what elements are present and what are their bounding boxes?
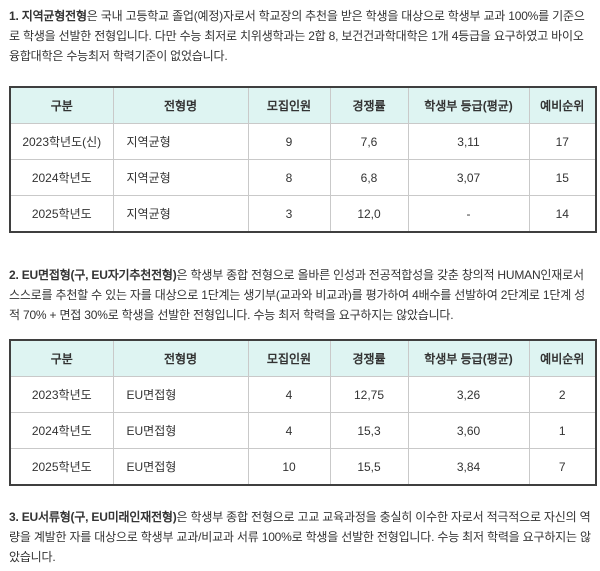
table-cell-waitlist-rank: 17	[528, 123, 597, 160]
column-header-waitlist-rank: 예비순위	[528, 339, 597, 377]
table-cell-gpa: 3,60	[407, 412, 530, 449]
table-cell-waitlist-rank: 7	[528, 448, 597, 486]
table-cell-admission-name: 지역균형	[112, 123, 249, 160]
table-cell-gpa: -	[407, 195, 530, 233]
column-header-admission-name: 전형명	[112, 339, 249, 377]
table-cell-waitlist-rank: 14	[528, 195, 597, 233]
column-header-competition-rate: 경쟁률	[329, 339, 409, 377]
table-cell-competition-rate: 7,6	[329, 123, 409, 160]
table-row: 2025학년도 지역균형 3 12,0 - 14	[9, 195, 597, 233]
table-row: 2024학년도 지역균형 8 6,8 3,07 15	[9, 159, 597, 196]
paragraph-admission-1: 1. 지역균형전형은 국내 고등학교 졸업(예정)자로서 학교장의 추천을 받은…	[9, 6, 591, 66]
table-cell-year: 2025학년도	[9, 448, 114, 486]
paragraph-admission-3: 3. EU서류형(구, EU미래인재전형)은 학생부 종합 전형으로 고교 교육…	[9, 507, 591, 567]
table-cell-admission-name: 지역균형	[112, 195, 249, 233]
table-cell-quota: 4	[247, 376, 331, 413]
table-header-row: 구분 전형명 모집인원 경쟁률 학생부 등급(평균) 예비순위	[9, 86, 597, 124]
paragraph-admission-2: 2. EU면접형(구, EU자기추천전형)은 학생부 종합 전형으로 올바른 인…	[9, 265, 591, 325]
table-row: 2024학년도 EU면접형 4 15,3 3,60 1	[9, 412, 597, 449]
column-header-admission-name: 전형명	[112, 86, 249, 124]
column-header-competition-rate: 경쟁률	[329, 86, 409, 124]
table-cell-competition-rate: 15,3	[329, 412, 409, 449]
table-cell-waitlist-rank: 15	[528, 159, 597, 196]
table-cell-waitlist-rank: 2	[528, 376, 597, 413]
table-row: 2023학년도 EU면접형 4 12,75 3,26 2	[9, 376, 597, 413]
column-header-category: 구분	[9, 339, 114, 377]
table-cell-year: 2023학년도	[9, 376, 114, 413]
paragraph-3-bold-lead: 3. EU서류형(구, EU미래인재전형)	[9, 510, 177, 524]
paragraph-2-bold-lead: 2. EU면접형(구, EU자기추천전형)	[9, 268, 177, 282]
table-row: 2025학년도 EU면접형 10 15,5 3,84 7	[9, 448, 597, 486]
table-cell-competition-rate: 6,8	[329, 159, 409, 196]
table-cell-quota: 4	[247, 412, 331, 449]
paragraph-1-bold-lead: 1. 지역균형전형	[9, 9, 87, 23]
paragraph-1-text: 은 국내 고등학교 졸업(예정)자로서 학교장의 추천을 받은 학생을 대상으로…	[9, 9, 585, 63]
table-cell-admission-name: 지역균형	[112, 159, 249, 196]
table-cell-year: 2024학년도	[9, 412, 114, 449]
table-row: 2023학년도(신) 지역균형 9 7,6 3,11 17	[9, 123, 597, 160]
column-header-waitlist-rank: 예비순위	[528, 86, 597, 124]
table-cell-gpa: 3,84	[407, 448, 530, 486]
table-cell-gpa: 3,26	[407, 376, 530, 413]
table-cell-waitlist-rank: 1	[528, 412, 597, 449]
table-cell-admission-name: EU면접형	[112, 376, 249, 413]
table-cell-year: 2023학년도(신)	[9, 123, 114, 160]
column-header-quota: 모집인원	[247, 86, 331, 124]
table-cell-gpa: 3,11	[407, 123, 530, 160]
table-cell-year: 2024학년도	[9, 159, 114, 196]
table-cell-competition-rate: 12,75	[329, 376, 409, 413]
table-cell-quota: 9	[247, 123, 331, 160]
column-header-gpa: 학생부 등급(평균)	[407, 86, 530, 124]
table-cell-quota: 8	[247, 159, 331, 196]
table-header-row: 구분 전형명 모집인원 경쟁률 학생부 등급(평균) 예비순위	[9, 339, 597, 377]
column-header-quota: 모집인원	[247, 339, 331, 377]
admission-table-2: 구분 전형명 모집인원 경쟁률 학생부 등급(평균) 예비순위 2023학년도 …	[9, 339, 597, 486]
table-cell-competition-rate: 12,0	[329, 195, 409, 233]
table-cell-quota: 3	[247, 195, 331, 233]
table-cell-admission-name: EU면접형	[112, 412, 249, 449]
table-cell-year: 2025학년도	[9, 195, 114, 233]
table-cell-admission-name: EU면접형	[112, 448, 249, 486]
table-cell-quota: 10	[247, 448, 331, 486]
table-cell-gpa: 3,07	[407, 159, 530, 196]
table-cell-competition-rate: 15,5	[329, 448, 409, 486]
admission-table-1: 구분 전형명 모집인원 경쟁률 학생부 등급(평균) 예비순위 2023학년도(…	[9, 86, 597, 233]
column-header-category: 구분	[9, 86, 114, 124]
column-header-gpa: 학생부 등급(평균)	[407, 339, 530, 377]
paragraph-2-text: 은 학생부 종합 전형으로 올바른 인성과 전공적합성을 갖춘 창의적 HUMA…	[9, 268, 586, 322]
